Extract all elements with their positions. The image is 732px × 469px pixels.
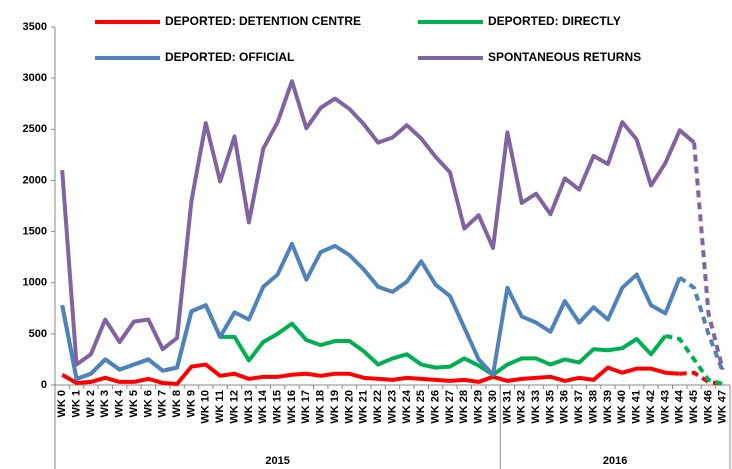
y-tick-label: 500 xyxy=(29,328,47,340)
y-tick-label: 1000 xyxy=(23,277,47,289)
x-tick-label: WK 14 xyxy=(257,389,269,424)
x-tick-label: WK 1 xyxy=(70,390,82,418)
x-tick-label: WK 6 xyxy=(142,390,154,418)
x-tick-label: WK 24 xyxy=(401,389,413,424)
y-tick-label: 2000 xyxy=(23,174,47,186)
x-tick-label: WK 9 xyxy=(185,390,197,418)
x-tick-label: WK 42 xyxy=(645,390,657,424)
x-tick-label: WK 8 xyxy=(171,390,183,418)
x-tick-label: WK 11 xyxy=(214,390,226,423)
x-tick-label: WK 23 xyxy=(386,390,398,424)
x-tick-label: WK 27 xyxy=(444,390,456,424)
x-tick-label: WK 44 xyxy=(674,389,686,424)
x-tick-label: WK 3 xyxy=(99,390,111,418)
x-tick-label: WK 19 xyxy=(329,390,341,424)
x-tick-label: WK 38 xyxy=(587,390,599,424)
x-tick-label: WK 5 xyxy=(128,390,140,418)
x-tick-label: WK 15 xyxy=(272,390,284,424)
x-tick-label: WK 40 xyxy=(616,390,628,424)
x-tick-label: WK 16 xyxy=(286,390,298,424)
x-tick-label: WK 36 xyxy=(559,390,571,424)
x-tick-label: WK 7 xyxy=(157,390,169,418)
x-tick-label: WK 43 xyxy=(659,390,671,424)
series-line xyxy=(61,362,680,386)
x-tick-label: WK 10 xyxy=(200,390,212,424)
x-tick-label: WK 2 xyxy=(85,390,97,418)
x-tick-label: WK 28 xyxy=(458,390,470,424)
x-tick-label: WK 47 xyxy=(717,390,729,424)
y-tick-label: 3000 xyxy=(23,72,47,84)
x-tick-label: WK 12 xyxy=(228,390,240,424)
y-tick-label: 2500 xyxy=(23,123,47,135)
x-tick-label: WK 0 xyxy=(56,390,68,418)
x-tick-label: WK 37 xyxy=(573,390,585,424)
legend-label: DEPORTED: DETENTION CENTRE xyxy=(165,14,361,28)
x-tick-label: WK 45 xyxy=(688,390,700,424)
series-line xyxy=(60,79,696,367)
y-tick-label: 0 xyxy=(41,379,47,391)
series-line xyxy=(60,241,682,381)
x-tick-label: WK 29 xyxy=(473,390,485,424)
x-tick-label: WK 20 xyxy=(343,390,355,424)
x-tick-label: WK 17 xyxy=(300,390,312,424)
series-line xyxy=(692,142,725,371)
y-tick-label: 3500 xyxy=(23,21,47,33)
x-tick-label: WK 32 xyxy=(516,390,528,424)
x-tick-label: WK 41 xyxy=(631,390,643,424)
x-tick-label: WK 25 xyxy=(415,390,427,424)
group-label: 2016 xyxy=(603,455,627,467)
series-line xyxy=(678,275,725,373)
x-tick-label: WK 46 xyxy=(702,390,714,424)
x-tick-label: WK 13 xyxy=(243,390,255,424)
legend-label: SPONTANEOUS RETURNS xyxy=(488,50,641,64)
x-tick-label: WK 30 xyxy=(487,390,499,424)
x-tick-label: WK 33 xyxy=(530,390,542,424)
x-tick-label: WK 31 xyxy=(501,390,513,424)
x-tick-label: WK 26 xyxy=(429,390,441,424)
x-tick-label: WK 35 xyxy=(544,390,556,424)
series-line xyxy=(664,333,724,386)
x-tick-label: WK 39 xyxy=(602,390,614,424)
x-tick-label: WK 22 xyxy=(372,390,384,424)
x-tick-label: WK 18 xyxy=(315,390,327,424)
group-label: 2015 xyxy=(265,455,289,467)
x-tick-label: WK 21 xyxy=(358,390,370,424)
legend-label: DEPORTED: OFFICIAL xyxy=(165,50,294,64)
y-tick-label: 1500 xyxy=(23,225,47,237)
x-tick-label: WK 4 xyxy=(114,389,126,417)
legend-label: DEPORTED: DIRECTLY xyxy=(488,14,621,28)
